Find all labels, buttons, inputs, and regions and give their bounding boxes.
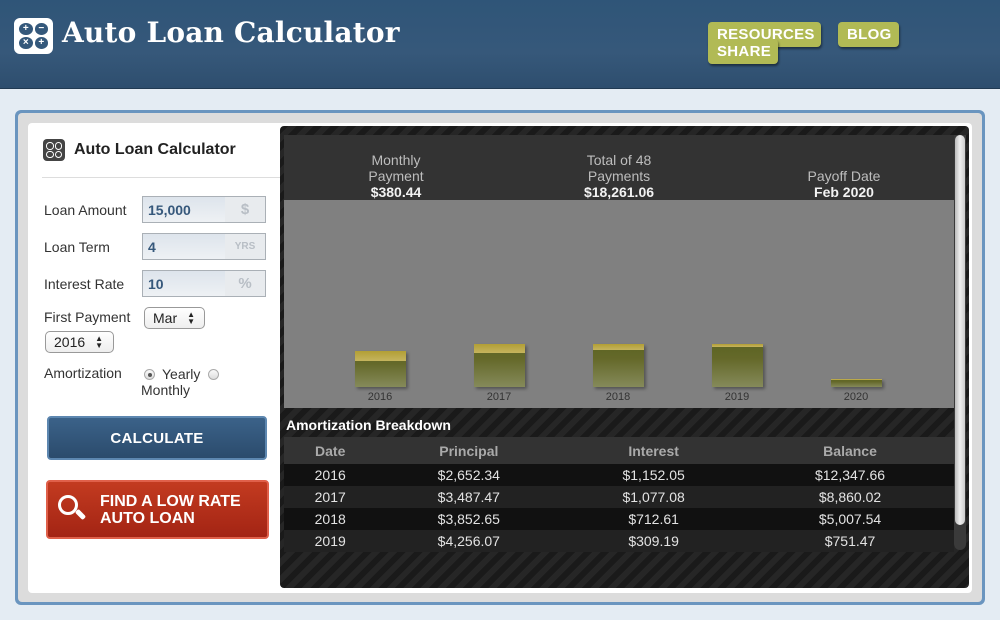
years-unit: YRS [225, 234, 265, 259]
calculator-icon [43, 139, 65, 161]
payoff-date-summary: Payoff Date Feb 2020 [789, 168, 899, 200]
chart-label: 2020 [843, 391, 869, 403]
loan-term-value[interactable]: 4 [148, 238, 156, 255]
total-payments-value: $18,261.06 [583, 184, 655, 200]
table-row: 2016 $2,652.34 $1,152.05 $12,347.66 [284, 464, 954, 486]
monthly-radio[interactable] [208, 369, 219, 380]
nav-share-button[interactable]: SHARE [708, 39, 778, 64]
table-row: 2018 $3,852.65 $712.61 $5,007.54 [284, 508, 954, 530]
find-loan-label-line2: AUTO LOAN [100, 509, 195, 527]
chart-label: 2018 [605, 391, 631, 403]
interest-rate-value[interactable]: 10 [148, 275, 164, 292]
monthly-radio-label[interactable]: Monthly [141, 382, 191, 398]
calculator-logo-icon[interactable]: + − × + [14, 18, 53, 54]
chart-label: 2017 [486, 391, 512, 403]
loan-amount-value[interactable]: 15,000 [148, 201, 191, 218]
chart-label: 2019 [724, 391, 750, 403]
form-title: Auto Loan Calculator [74, 141, 236, 158]
site-title[interactable]: Auto Loan Calculator [62, 16, 400, 49]
select-arrows-icon: ▲ ▼ [187, 310, 196, 326]
column-header-interest: Interest [561, 437, 747, 464]
month-value: Mar [153, 310, 178, 326]
column-header-date: Date [284, 437, 377, 464]
amortization-chart: 2016 2017 2018 2019 2020 [284, 200, 954, 408]
chart-bar-2020[interactable] [831, 379, 882, 387]
first-payment-month-select[interactable]: Mar ▲ ▼ [144, 307, 205, 329]
find-loan-label-line1: FIND A LOW RATE [100, 492, 241, 510]
amortization-title: Amortization Breakdown [286, 417, 451, 433]
total-payments-summary: Total of 48 Payments $18,261.06 [559, 152, 679, 200]
year-value: 2016 [54, 334, 86, 350]
payoff-date-value: Feb 2020 [814, 184, 874, 200]
chart-bar-2017[interactable] [474, 344, 525, 387]
column-header-balance: Balance [746, 437, 954, 464]
results-panel: Monthly Payment $380.44 Total of 48 Paym… [280, 126, 969, 588]
interest-rate-input[interactable]: 10 % [142, 270, 266, 297]
select-arrows-icon: ▲ ▼ [95, 334, 104, 350]
calculate-button[interactable]: CALCULATE [47, 416, 267, 460]
yearly-radio-label[interactable]: Yearly [162, 366, 201, 382]
chart-bar-2016[interactable] [355, 351, 406, 387]
interest-rate-label: Interest Rate [44, 276, 125, 292]
scrollbar-thumb[interactable] [955, 135, 965, 525]
yearly-radio[interactable] [144, 369, 155, 380]
dollar-unit: $ [225, 197, 265, 222]
table-row: 2019 $4,256.07 $309.19 $751.47 [284, 530, 954, 552]
summary-bar: Monthly Payment $380.44 Total of 48 Paym… [284, 135, 954, 200]
results-scrollbar[interactable] [954, 135, 966, 550]
loan-term-label: Loan Term [44, 239, 110, 255]
find-low-rate-loan-button[interactable]: FIND A LOW RATE AUTO LOAN [46, 480, 269, 539]
monthly-payment-value: $380.44 [370, 184, 422, 200]
divider [42, 177, 280, 178]
first-payment-year-select[interactable]: 2016 ▲ ▼ [45, 331, 114, 353]
site-header: + − × + Auto Loan Calculator RESOURCES BLOG… [0, 0, 1000, 89]
chart-label: 2016 [367, 391, 393, 403]
amortization-table: Date Principal Interest Balance 2016 $2,… [284, 437, 954, 552]
loan-amount-input[interactable]: 15,000 $ [142, 196, 266, 223]
percent-unit: % [225, 271, 265, 296]
nav-blog-button[interactable]: BLOG [838, 22, 899, 47]
column-header-principal: Principal [376, 437, 562, 464]
chart-bar-2019[interactable] [712, 344, 763, 387]
search-icon [58, 494, 87, 525]
amortization-label: Amortization [44, 365, 122, 381]
loan-term-input[interactable]: 4 YRS [142, 233, 266, 260]
chart-bar-2018[interactable] [593, 344, 644, 387]
table-row: 2017 $3,487.47 $1,077.08 $8,860.02 [284, 486, 954, 508]
loan-amount-label: Loan Amount [44, 202, 127, 218]
first-payment-label: First Payment [44, 309, 131, 325]
monthly-payment-summary: Monthly Payment $380.44 [346, 152, 446, 200]
